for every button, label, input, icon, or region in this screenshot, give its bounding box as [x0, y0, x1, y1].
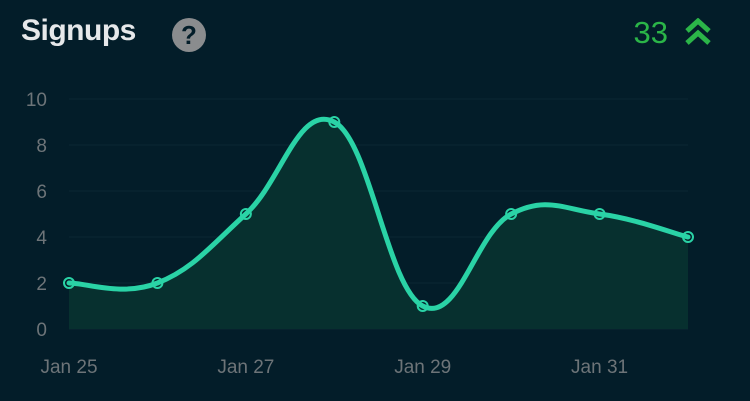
- x-tick-label: Jan 25: [40, 357, 97, 378]
- data-point: [151, 277, 164, 289]
- y-tick-label: 6: [36, 182, 47, 203]
- y-tick-label: 10: [26, 90, 47, 111]
- data-point: [682, 231, 694, 243]
- question-circle-icon[interactable]: ?: [172, 18, 206, 52]
- y-tick-label: 2: [36, 274, 47, 295]
- y-tick-label: 0: [36, 320, 47, 341]
- widget-title: Signups: [21, 14, 136, 47]
- data-point: [416, 300, 429, 312]
- y-tick-label: 8: [36, 136, 47, 157]
- x-tick-label: Jan 27: [217, 357, 274, 378]
- area-fill: [69, 119, 688, 329]
- x-tick-label: Jan 29: [394, 357, 451, 378]
- data-point: [505, 208, 518, 220]
- data-point: [239, 208, 252, 220]
- data-point: [328, 116, 341, 128]
- data-point: [593, 208, 606, 220]
- y-tick-label: 4: [36, 228, 47, 249]
- double-chevron-up-icon: [685, 18, 711, 45]
- data-point: [63, 277, 75, 289]
- x-tick-label: Jan 31: [571, 357, 628, 378]
- series-line: [66, 116, 691, 311]
- total-count: 33: [633, 15, 668, 50]
